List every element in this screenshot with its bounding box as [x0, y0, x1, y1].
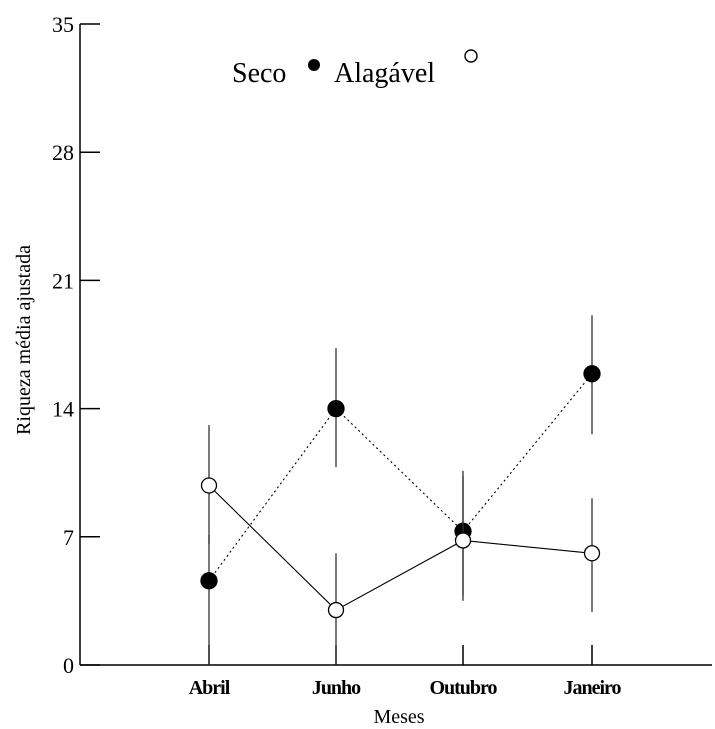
y-axis-title: Riqueza média ajustada: [13, 245, 35, 435]
legend-label-seco: Seco: [232, 58, 286, 89]
x-category-label: Junho: [312, 677, 361, 699]
data-point: [584, 366, 600, 382]
data-point: [329, 603, 344, 618]
y-tick-label: 7: [63, 525, 74, 550]
series-seco: [201, 315, 600, 665]
axes: [80, 24, 712, 665]
data-point: [456, 533, 471, 548]
legend-label-alagavel: Alagável: [334, 58, 435, 89]
legend-marker-seco: [308, 59, 320, 71]
y-tick-label: 28: [52, 140, 74, 165]
series-line: [209, 374, 592, 581]
data-point: [585, 546, 600, 561]
x-axis-title: Meses: [373, 706, 424, 728]
legend: Seco Alagável: [232, 50, 477, 89]
data-point: [201, 573, 217, 589]
series-alagavel: [202, 425, 600, 665]
data-point: [328, 401, 344, 417]
y-tick-label: 21: [52, 268, 74, 293]
legend-marker-alagavel: [465, 50, 477, 62]
x-category-label: Outubro: [429, 677, 497, 699]
x-categories: Abril Junho Outubro Janeiro: [189, 645, 622, 699]
series-layer: [201, 315, 600, 665]
series-line: [209, 486, 592, 611]
x-category-label: Janeiro: [563, 677, 621, 699]
x-category-label: Abril: [189, 677, 231, 699]
y-tick-label: 14: [52, 397, 74, 422]
data-point: [202, 478, 217, 493]
y-tick-label: 35: [52, 12, 74, 37]
y-tick-label: 0: [63, 653, 74, 678]
y-ticks: 0 7 14 21 28 35: [52, 12, 100, 678]
